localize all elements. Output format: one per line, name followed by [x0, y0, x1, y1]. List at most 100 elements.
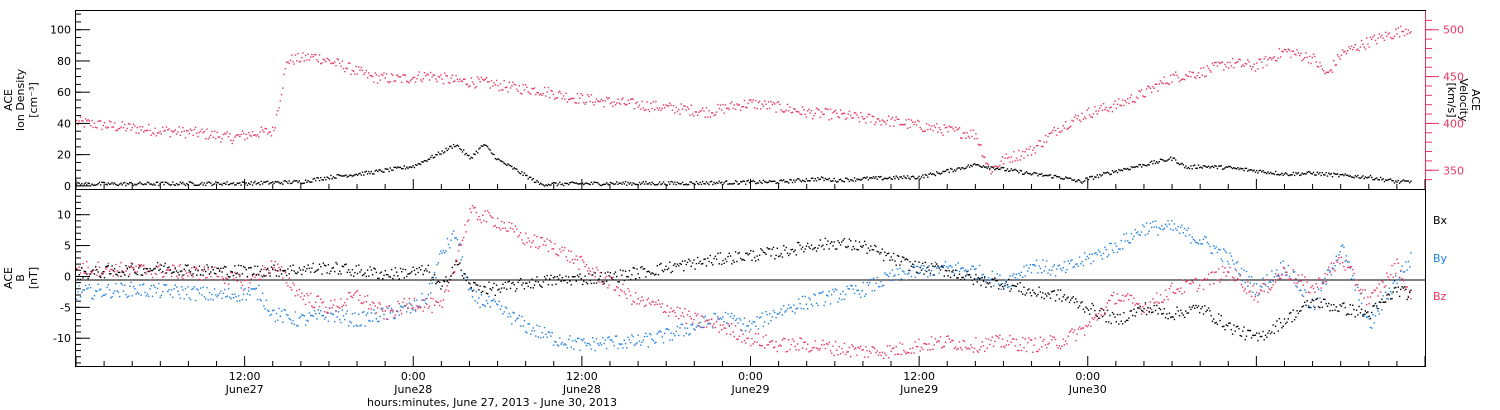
by-point — [1027, 270, 1029, 272]
density-point — [592, 183, 594, 185]
by-point — [511, 323, 513, 325]
density-point — [396, 167, 398, 169]
by-point — [236, 300, 238, 302]
velocity-point — [760, 108, 762, 110]
by-point — [349, 320, 351, 323]
bx-point — [127, 275, 130, 278]
velocity-point — [833, 110, 835, 113]
bz-point — [860, 345, 862, 348]
bz-point — [389, 310, 391, 312]
bz-point — [1024, 338, 1026, 340]
by-point — [898, 273, 900, 276]
density-point — [709, 181, 711, 183]
velocity-point — [932, 130, 934, 132]
by-point — [865, 293, 867, 295]
by-point — [224, 288, 226, 291]
density-point — [913, 176, 915, 178]
density-point — [1307, 170, 1310, 173]
velocity-point — [525, 84, 527, 86]
bz-point — [315, 301, 317, 304]
by-point — [570, 346, 572, 348]
bz-point — [163, 275, 165, 278]
bz-point — [857, 346, 859, 348]
velocity-point — [1302, 58, 1305, 60]
density-point — [1340, 174, 1343, 176]
density-point — [771, 180, 773, 183]
velocity-point — [1402, 30, 1405, 33]
bx-point — [798, 241, 800, 244]
density-point — [876, 178, 878, 180]
density-point — [681, 181, 684, 183]
bz-point — [1106, 302, 1109, 304]
bx-point — [235, 273, 237, 275]
velocity-point — [1316, 65, 1319, 68]
velocity-point — [589, 100, 591, 103]
by-point — [642, 339, 644, 341]
density-point — [177, 184, 179, 186]
by-point — [793, 304, 795, 306]
velocity-point — [135, 132, 137, 134]
bx-point — [603, 282, 605, 285]
bz-point — [1059, 348, 1062, 350]
velocity-point — [205, 137, 207, 140]
bz-point — [1052, 336, 1054, 338]
velocity-point — [365, 69, 367, 72]
velocity-point — [586, 94, 589, 96]
bz-point — [715, 320, 718, 323]
bz-point — [1281, 274, 1283, 276]
bz-point — [332, 304, 335, 306]
velocity-point — [371, 76, 374, 78]
bx-point — [506, 288, 508, 290]
bz-point — [342, 304, 345, 306]
by-point — [756, 316, 758, 318]
bx-point — [289, 265, 292, 267]
density-point — [855, 180, 857, 182]
density-point — [998, 168, 1000, 170]
velocity-point — [179, 134, 182, 136]
velocity-point — [699, 110, 701, 113]
bz-point — [1390, 273, 1392, 276]
velocity-point — [1080, 120, 1082, 123]
density-point — [636, 183, 638, 186]
by-point — [934, 261, 937, 263]
by-point — [1339, 251, 1341, 253]
velocity-point — [583, 101, 585, 104]
density-point — [125, 184, 127, 187]
density-point — [981, 166, 983, 168]
by-point — [922, 267, 924, 270]
by-point — [1011, 275, 1014, 277]
density-point — [918, 175, 920, 178]
density-point — [1214, 164, 1216, 167]
by-point — [555, 341, 557, 343]
density-point — [1261, 171, 1263, 173]
density-point — [820, 176, 823, 178]
density-point — [1247, 170, 1249, 172]
density-point — [1354, 175, 1356, 177]
by-point — [229, 296, 231, 298]
by-point — [181, 286, 183, 288]
density-point — [1272, 172, 1274, 175]
by-point — [654, 342, 656, 344]
density-point — [833, 177, 835, 180]
bx-point — [648, 271, 651, 273]
bx-point — [742, 258, 744, 261]
velocity-point — [1234, 62, 1236, 64]
density-point — [647, 183, 649, 185]
density-point — [220, 183, 222, 185]
by-point — [241, 298, 244, 301]
density-point — [540, 182, 542, 184]
by-point — [206, 287, 208, 289]
by-point — [705, 319, 708, 321]
velocity-point — [905, 119, 907, 121]
bz-point — [129, 273, 131, 276]
velocity-point — [307, 53, 309, 55]
bz-point — [308, 301, 311, 304]
by-point — [1240, 267, 1243, 270]
by-point — [196, 288, 198, 290]
bz-point — [1014, 345, 1016, 347]
by-point — [1053, 264, 1055, 266]
by-point — [1068, 262, 1071, 265]
density-point — [87, 182, 89, 184]
velocity-point — [1324, 72, 1326, 75]
density-point — [122, 182, 125, 184]
